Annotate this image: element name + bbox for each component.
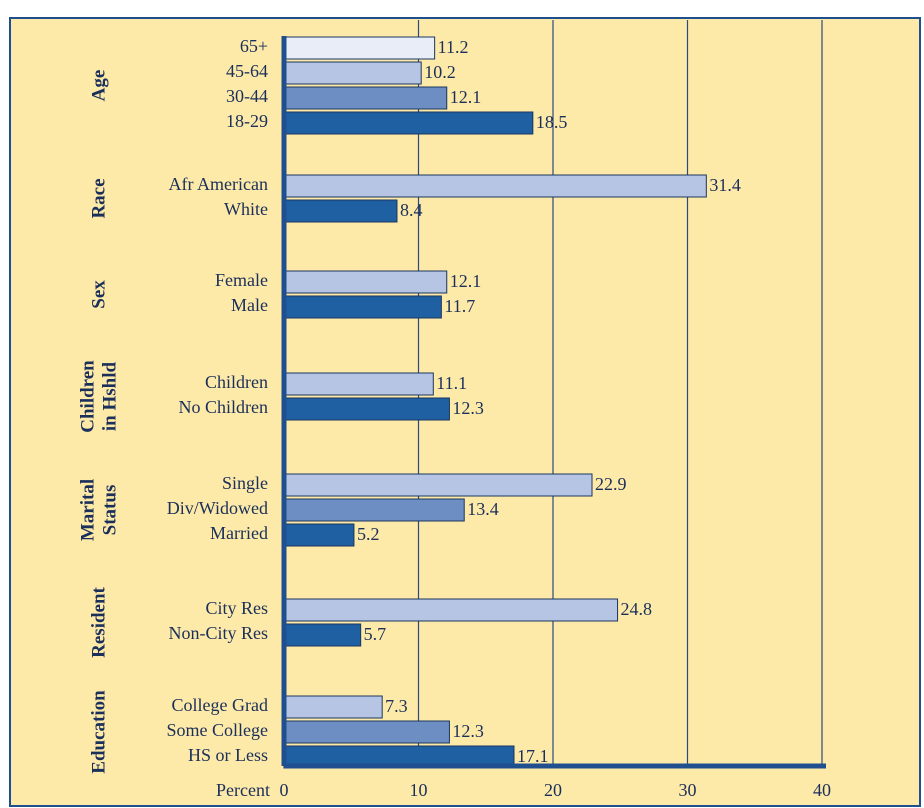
x-axis-label: Percent (216, 780, 270, 800)
value-label: 11.1 (436, 373, 467, 393)
value-label: 7.3 (385, 696, 408, 716)
category-label: 18-29 (226, 111, 268, 131)
category-label: College Grad (172, 695, 268, 715)
group-label: in Hshld (99, 361, 120, 431)
bar (283, 598, 619, 622)
group-label: Education (88, 690, 109, 774)
category-label: HS or Less (188, 745, 268, 765)
value-label: 10.2 (424, 62, 456, 82)
category-label: 30-44 (226, 86, 268, 106)
x-tick-label: 40 (813, 780, 831, 800)
value-label: 11.2 (438, 37, 469, 57)
bar (283, 695, 383, 719)
bar (283, 498, 465, 522)
bar (283, 61, 422, 85)
bar (283, 199, 398, 223)
group-label: Age (88, 70, 109, 102)
bar (283, 295, 442, 319)
value-label: 24.8 (621, 599, 653, 619)
group-label: Status (99, 485, 120, 536)
value-label: 13.4 (467, 499, 499, 519)
value-label: 11.7 (444, 296, 475, 316)
category-label: Single (222, 473, 268, 493)
category-label: Male (231, 295, 268, 315)
bar (283, 623, 362, 647)
bar (283, 270, 448, 294)
category-label: 45-64 (226, 61, 268, 81)
value-label: 18.5 (536, 112, 568, 132)
bar (283, 174, 707, 198)
bar (283, 473, 593, 497)
category-label: Children (205, 372, 268, 392)
category-label: Female (215, 270, 268, 290)
value-label: 5.7 (364, 624, 387, 644)
value-label: 5.2 (357, 524, 380, 544)
value-label: 31.4 (709, 175, 741, 195)
value-label: 12.3 (452, 721, 484, 741)
chart-background (9, 17, 921, 807)
value-label: 12.1 (450, 87, 482, 107)
value-label: 12.1 (450, 271, 482, 291)
x-tick-label: 10 (410, 780, 428, 800)
category-label: Afr American (169, 174, 268, 194)
category-label: Married (210, 523, 268, 543)
category-label: Div/Widowed (167, 498, 268, 518)
category-label: Some College (167, 720, 269, 740)
bar (283, 372, 434, 396)
category-label: No Children (179, 397, 269, 417)
bar (283, 720, 450, 744)
bar (283, 36, 436, 60)
group-label: Resident (88, 586, 109, 657)
category-label: City Res (205, 598, 268, 618)
group-label: Marital (77, 479, 98, 541)
category-label: White (224, 199, 268, 219)
bar (283, 111, 534, 135)
bar (283, 86, 448, 110)
value-label: 12.3 (452, 398, 484, 418)
group-label: Race (88, 178, 109, 218)
bar (283, 523, 355, 547)
bar (283, 397, 450, 421)
value-label: 8.4 (400, 200, 423, 220)
x-tick-label: 30 (679, 780, 697, 800)
x-tick-label: 20 (544, 780, 562, 800)
value-label: 17.1 (517, 746, 549, 766)
category-label: 65+ (240, 36, 268, 56)
category-label: Non-City Res (168, 623, 268, 643)
value-label: 22.9 (595, 474, 627, 494)
x-tick-label: 0 (280, 780, 289, 800)
group-label: Children (77, 360, 98, 433)
group-label: Sex (88, 280, 109, 309)
